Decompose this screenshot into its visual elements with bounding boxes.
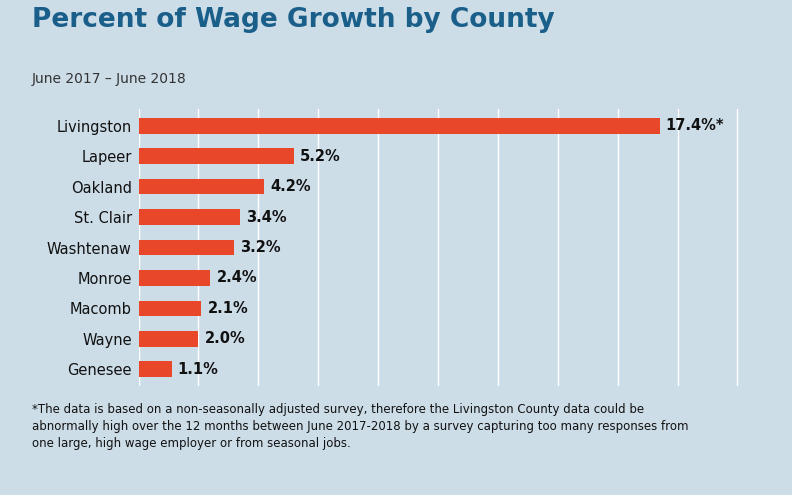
Text: 3.4%: 3.4% [246, 209, 287, 225]
Text: 2.1%: 2.1% [208, 301, 248, 316]
Text: 3.2%: 3.2% [241, 240, 281, 255]
Bar [139, 179, 265, 195]
Text: 2.4%: 2.4% [216, 270, 257, 286]
Bar [139, 300, 201, 316]
Bar [139, 361, 172, 377]
Bar [139, 209, 241, 225]
Text: 2.0%: 2.0% [204, 331, 246, 346]
Text: 1.1%: 1.1% [177, 362, 219, 377]
Bar [139, 148, 295, 164]
Text: *The data is based on a non-seasonally adjusted survey, therefore the Livingston: *The data is based on a non-seasonally a… [32, 403, 688, 450]
Text: 4.2%: 4.2% [270, 179, 311, 194]
Text: 5.2%: 5.2% [300, 148, 341, 164]
Bar [139, 270, 211, 286]
Text: June 2017 – June 2018: June 2017 – June 2018 [32, 72, 186, 86]
Text: Percent of Wage Growth by County: Percent of Wage Growth by County [32, 7, 554, 34]
Bar [139, 118, 660, 134]
Bar [139, 331, 199, 347]
Text: 17.4%*: 17.4%* [665, 118, 724, 133]
Bar [139, 240, 234, 255]
